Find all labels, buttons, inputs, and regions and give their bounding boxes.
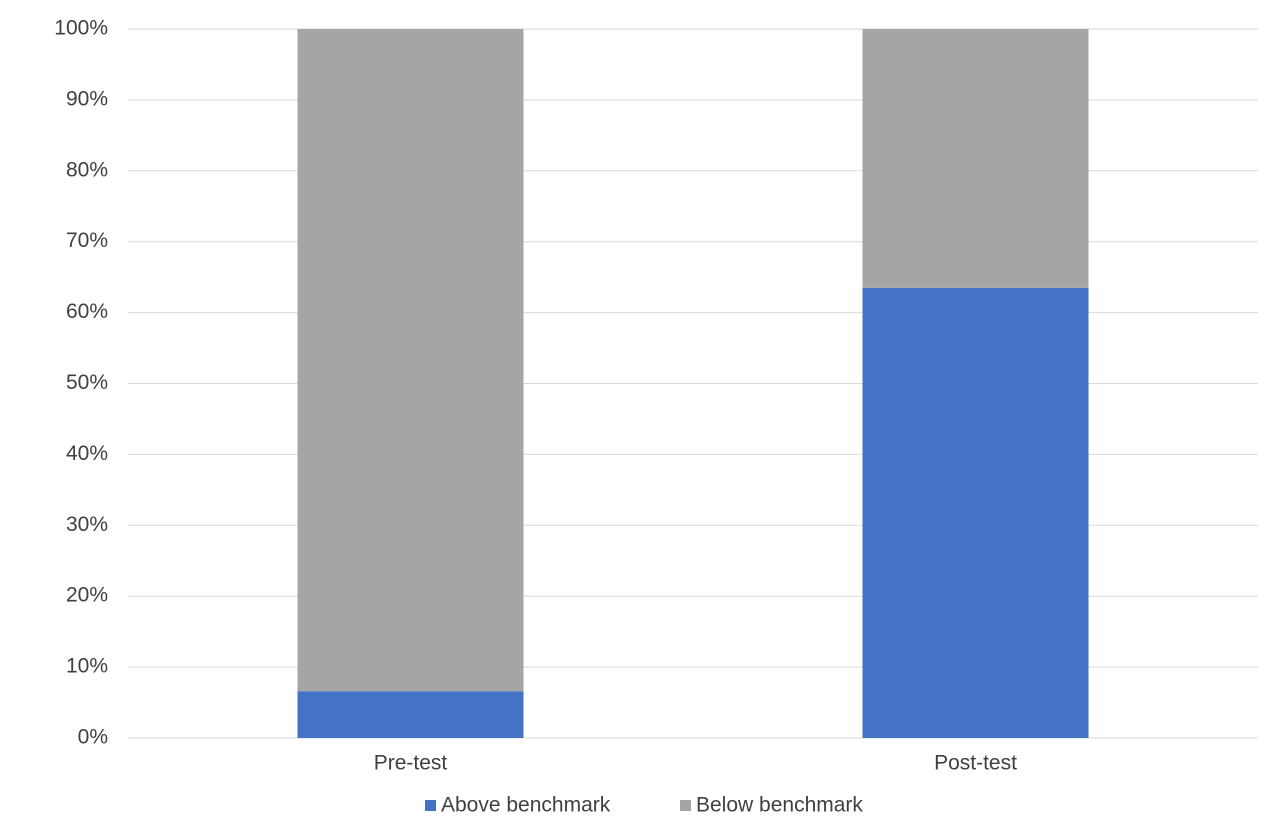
- y-tick-label: 90%: [66, 87, 108, 110]
- bar-segment: [297, 691, 524, 738]
- y-tick-label: 70%: [66, 229, 108, 252]
- y-tick-label: 60%: [66, 300, 108, 323]
- y-tick-label: 50%: [66, 371, 108, 394]
- bar-segment: [297, 29, 524, 692]
- legend-swatch: [425, 800, 436, 811]
- x-tick-label: Post-test: [934, 752, 1017, 775]
- y-tick-label: 0%: [78, 726, 108, 749]
- y-tick-label: 20%: [66, 584, 108, 607]
- x-tick-label: Pre-test: [374, 752, 448, 775]
- legend-swatch: [680, 800, 691, 811]
- legend-label: Below benchmark: [696, 794, 863, 817]
- legend-label: Above benchmark: [441, 794, 611, 817]
- bar-segment: [862, 29, 1089, 288]
- y-tick-label: 30%: [66, 513, 108, 536]
- y-tick-label: 10%: [66, 655, 108, 678]
- y-tick-label: 40%: [66, 442, 108, 465]
- y-tick-label: 100%: [54, 17, 108, 40]
- y-tick-label: 80%: [66, 158, 108, 181]
- bar-segment: [862, 287, 1089, 738]
